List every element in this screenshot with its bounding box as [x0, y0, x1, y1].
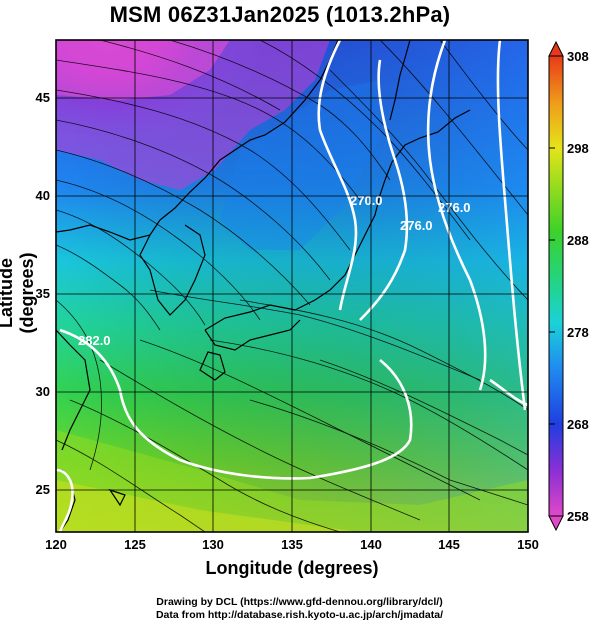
colorbar-tick-label: 308 [567, 49, 589, 64]
contour-label: 270.0 [350, 193, 383, 208]
x-tick-label: 145 [438, 537, 460, 552]
map-grid [56, 40, 528, 532]
x-tick-label: 130 [202, 537, 224, 552]
y-tick-label: 40 [36, 188, 50, 203]
colorbar-tick-label: 278 [567, 325, 589, 340]
wind-streamlines [56, 40, 528, 532]
colorbar-gradient [548, 55, 564, 517]
x-tick-label: 125 [124, 537, 146, 552]
y-tick-labels: 25 30 35 40 45 [36, 90, 50, 497]
contour-label: 276.0 [400, 218, 433, 233]
x-tick-labels: 120 125 130 135 140 145 150 [45, 537, 539, 552]
colorbar: 308 298 288 278 268 258 [548, 40, 589, 532]
map-title: MSM 06Z31Jan2025 (1013.2hPa) [109, 2, 451, 27]
y-tick-label: 25 [36, 482, 50, 497]
x-tick-label: 140 [360, 537, 382, 552]
y-tick-label: 30 [36, 384, 50, 399]
contour-label: 276.0 [438, 200, 471, 215]
contour-labels: 270.0 276.0 276.0 282.0 [78, 193, 471, 348]
drawing-credit: Drawing by DCL (https://www.gfd-dennou.o… [156, 596, 443, 608]
x-tick-label: 120 [45, 537, 67, 552]
colorbar-tick-label: 268 [567, 417, 589, 432]
colorbar-ticks [549, 55, 555, 517]
colorbar-max-arrow [548, 40, 564, 57]
coastlines [56, 40, 471, 532]
y-tick-label: 35 [36, 286, 50, 301]
colorbar-tick-label: 288 [567, 233, 589, 248]
colorbar-min-arrow [548, 515, 564, 532]
plot-frame [55, 39, 529, 533]
y-tick-label: 45 [36, 90, 50, 105]
x-tick-label: 135 [281, 537, 303, 552]
colorbar-tick-labels: 308 298 288 278 268 258 [567, 49, 589, 524]
x-tick-label: 150 [517, 537, 539, 552]
colorbar-tick-label: 258 [567, 509, 589, 524]
contour-label: 282.0 [78, 333, 111, 348]
data-credit: Data from http://database.rish.kyoto-u.a… [155, 609, 444, 621]
colorbar-tick-label: 298 [567, 141, 589, 156]
x-axis-label: Longitude (degrees) [205, 558, 379, 578]
